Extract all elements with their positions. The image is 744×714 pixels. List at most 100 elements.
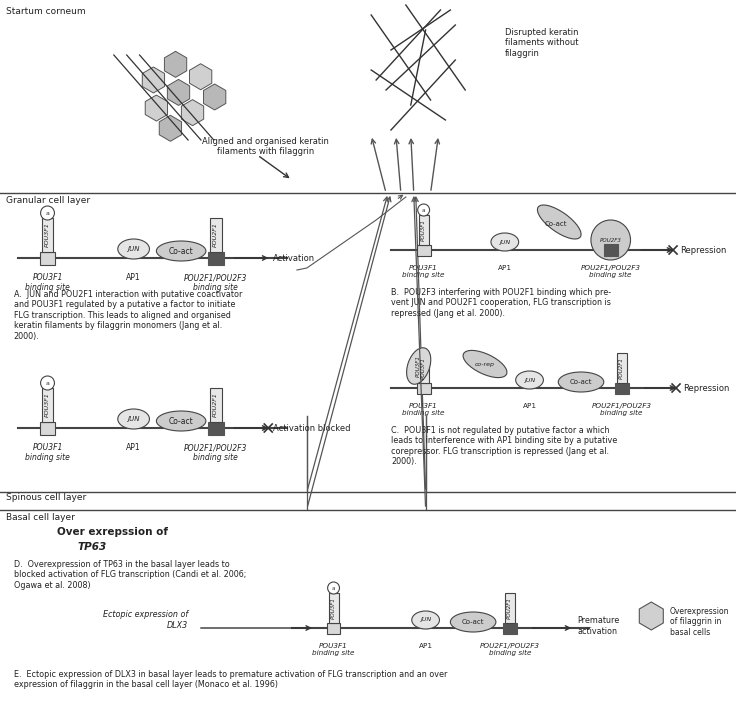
- Text: Spinous cell layer: Spinous cell layer: [6, 493, 86, 502]
- Ellipse shape: [463, 351, 507, 378]
- Text: E.  Ectopic expression of DLX3 in basal layer leads to premature activation of F: E. Ectopic expression of DLX3 in basal l…: [14, 670, 447, 690]
- Text: JUN: JUN: [499, 239, 510, 244]
- Text: Activation blocked: Activation blocked: [273, 423, 350, 433]
- Text: Repression: Repression: [683, 383, 729, 393]
- Text: POU2F1: POU2F1: [507, 597, 513, 619]
- Ellipse shape: [450, 612, 496, 632]
- Text: Over exrepssion of: Over exrepssion of: [57, 527, 168, 537]
- Text: AP1: AP1: [126, 443, 141, 452]
- Ellipse shape: [516, 371, 543, 389]
- Text: Co-act: Co-act: [169, 246, 193, 256]
- Text: POU2F1/POU2F3
binding site: POU2F1/POU2F3 binding site: [480, 643, 539, 656]
- Text: AP1: AP1: [419, 643, 432, 649]
- Bar: [208, 421, 224, 435]
- Bar: [503, 623, 516, 633]
- Text: a: a: [45, 211, 49, 216]
- Bar: [419, 353, 429, 383]
- Text: AP1: AP1: [498, 265, 512, 271]
- Ellipse shape: [118, 409, 150, 429]
- Text: Repression: Repression: [680, 246, 726, 254]
- Circle shape: [327, 582, 339, 594]
- Bar: [42, 218, 54, 252]
- Bar: [505, 593, 515, 623]
- Text: Basal cell layer: Basal cell layer: [6, 513, 75, 522]
- Text: Co-act: Co-act: [462, 619, 484, 625]
- Ellipse shape: [491, 233, 519, 251]
- Bar: [615, 383, 629, 393]
- Text: POU3F1: POU3F1: [45, 393, 50, 418]
- Text: JUN: JUN: [127, 416, 140, 422]
- Bar: [604, 244, 618, 256]
- Text: POU2F1/POU2F3
binding site: POU2F1/POU2F3 binding site: [581, 265, 641, 278]
- Bar: [208, 251, 224, 264]
- Bar: [39, 251, 56, 264]
- Text: C.  POU3F1 is not regulated by putative factor a which
leads to interference wit: C. POU3F1 is not regulated by putative f…: [391, 426, 618, 466]
- Polygon shape: [182, 100, 204, 126]
- Text: POU3F1: POU3F1: [331, 597, 336, 619]
- Text: a: a: [422, 208, 426, 213]
- Text: Granular cell layer: Granular cell layer: [6, 196, 90, 205]
- Text: POU3F1: POU3F1: [421, 219, 426, 241]
- Text: POU3F1
binding site: POU3F1 binding site: [403, 265, 445, 278]
- Ellipse shape: [411, 611, 440, 629]
- Text: POU3F1
binding site: POU3F1 binding site: [25, 443, 70, 463]
- Text: POU3F1: POU3F1: [416, 355, 421, 377]
- Text: a: a: [45, 381, 49, 386]
- Text: POU2F3: POU2F3: [600, 238, 622, 243]
- Bar: [42, 388, 54, 422]
- Ellipse shape: [558, 372, 604, 392]
- Circle shape: [591, 220, 630, 260]
- Text: A.  JUN and POU2F1 interaction with putative coactivator
and POU3F1 regulated by: A. JUN and POU2F1 interaction with putat…: [14, 290, 243, 341]
- Polygon shape: [639, 602, 664, 630]
- Text: AP1: AP1: [522, 403, 536, 409]
- Text: POU2F1/POU2F3
binding site: POU2F1/POU2F3 binding site: [591, 403, 652, 416]
- Polygon shape: [167, 79, 190, 106]
- Ellipse shape: [156, 241, 206, 261]
- Text: Overexpression
of filaggrin in
basal cells: Overexpression of filaggrin in basal cel…: [670, 607, 730, 637]
- Circle shape: [41, 206, 54, 220]
- Text: co-rep: co-rep: [475, 361, 495, 366]
- Text: a: a: [332, 585, 336, 590]
- Ellipse shape: [537, 205, 581, 239]
- Polygon shape: [145, 95, 167, 121]
- Polygon shape: [190, 64, 212, 90]
- Ellipse shape: [118, 239, 150, 259]
- Text: POU2F1: POU2F1: [214, 223, 218, 248]
- Text: AP1: AP1: [126, 273, 141, 282]
- Text: Ectopic expression of
DLX3: Ectopic expression of DLX3: [103, 610, 188, 630]
- Circle shape: [41, 376, 54, 390]
- Text: POU3F1
binding site: POU3F1 binding site: [25, 273, 70, 293]
- Text: Startum corneum: Startum corneum: [6, 7, 86, 16]
- Text: Disrupted keratin
filaments without
filaggrin: Disrupted keratin filaments without fila…: [505, 28, 578, 58]
- Bar: [419, 215, 429, 245]
- Polygon shape: [204, 84, 226, 110]
- Text: Activation: Activation: [273, 253, 315, 263]
- Text: Co-act: Co-act: [545, 221, 568, 227]
- Polygon shape: [142, 67, 164, 93]
- Text: D.  Overexpression of TP63 in the basal layer leads to
blocked activation of FLG: D. Overexpression of TP63 in the basal l…: [14, 560, 246, 590]
- Bar: [210, 388, 222, 422]
- Bar: [417, 244, 431, 256]
- Text: Co-act: Co-act: [570, 379, 592, 385]
- Bar: [327, 623, 341, 633]
- Text: POU2F1/POU2F3
binding site: POU2F1/POU2F3 binding site: [184, 443, 248, 463]
- Bar: [329, 593, 339, 623]
- Bar: [39, 421, 56, 435]
- Text: POU3F1
binding site: POU3F1 binding site: [403, 403, 445, 416]
- Polygon shape: [164, 51, 187, 77]
- Text: POU3F1: POU3F1: [421, 357, 426, 379]
- Text: JUN: JUN: [420, 618, 432, 623]
- Text: POU3F1: POU3F1: [45, 223, 50, 248]
- Text: Aligned and organised keratin
filaments with filaggrin: Aligned and organised keratin filaments …: [202, 137, 329, 156]
- Bar: [210, 218, 222, 252]
- Ellipse shape: [407, 348, 431, 384]
- Text: Premature
activation: Premature activation: [577, 616, 619, 635]
- Text: POU2F1: POU2F1: [619, 357, 624, 379]
- Bar: [617, 353, 626, 383]
- Text: JUN: JUN: [127, 246, 140, 252]
- Text: B.  POU2F3 interfering with POU2F1 binding which pre-
vent JUN and POU2F1 cooper: B. POU2F3 interfering with POU2F1 bindin…: [391, 288, 611, 318]
- Bar: [417, 383, 431, 393]
- Polygon shape: [159, 115, 182, 141]
- Text: Co-act: Co-act: [169, 416, 193, 426]
- Text: POU2F1: POU2F1: [214, 393, 218, 418]
